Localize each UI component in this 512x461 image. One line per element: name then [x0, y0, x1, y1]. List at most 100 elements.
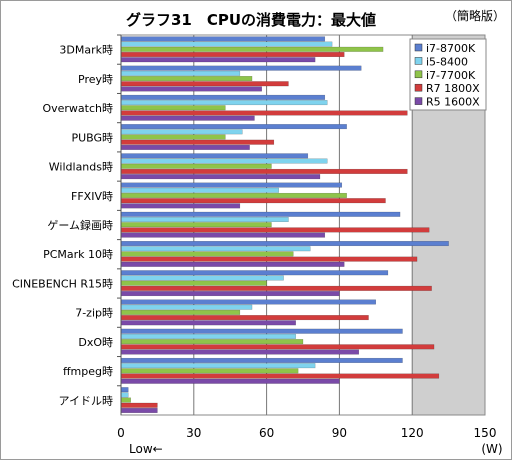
bar — [120, 339, 304, 345]
bar — [120, 315, 369, 321]
x-unit-label: (W) — [481, 442, 502, 456]
bar — [120, 192, 347, 198]
bar — [120, 407, 158, 413]
bar — [120, 76, 253, 82]
bar — [120, 357, 403, 363]
bar — [120, 291, 340, 297]
x-tick-label: 120 — [401, 426, 424, 440]
bar — [120, 211, 401, 217]
legend-swatch — [414, 57, 423, 65]
x-direction-note: Low← — [129, 442, 163, 456]
category-label: Overwatch時 — [42, 102, 113, 115]
x-tick-label: 30 — [186, 426, 201, 440]
bar — [120, 368, 299, 374]
x-tick-label: 0 — [117, 426, 125, 440]
bar — [120, 328, 403, 334]
bar — [120, 392, 129, 398]
bar — [120, 57, 316, 63]
bar — [120, 397, 131, 403]
legend-swatch — [414, 97, 423, 105]
bar — [120, 261, 345, 267]
bar — [120, 216, 289, 222]
bar — [120, 349, 360, 355]
legend-label: i7-7700K — [426, 69, 476, 82]
x-tick-label: 60 — [259, 426, 274, 440]
category-label: ゲーム録画時 — [47, 218, 113, 232]
category-label: Prey時 — [78, 73, 113, 86]
bar — [120, 275, 284, 281]
bar — [120, 378, 340, 384]
bar — [120, 65, 362, 71]
bar — [120, 344, 435, 350]
bar — [120, 129, 243, 135]
bar — [120, 124, 347, 130]
bar — [120, 309, 241, 315]
legend-swatch — [414, 83, 423, 92]
bar — [120, 153, 309, 159]
legend-label: i7-8700K — [426, 42, 476, 55]
bar — [120, 168, 408, 174]
bar — [120, 285, 432, 291]
bar — [120, 299, 377, 305]
category-label: 3DMark時 — [59, 44, 113, 57]
bar — [120, 222, 272, 228]
legend-swatch — [414, 70, 423, 79]
bar — [120, 227, 430, 233]
bar — [120, 144, 250, 150]
legend-label: R5 1600X — [426, 96, 480, 109]
category-label: PUBG時 — [71, 131, 113, 144]
category-label: DxO時 — [78, 336, 113, 349]
category-label: アイドル時 — [59, 394, 113, 407]
bar — [120, 139, 275, 145]
bar — [120, 241, 449, 247]
bar — [120, 163, 272, 169]
bar — [120, 373, 440, 379]
bar — [120, 198, 386, 204]
bar — [120, 256, 418, 262]
bar — [120, 363, 316, 369]
bar — [120, 158, 328, 164]
bar — [120, 115, 255, 121]
bar — [120, 246, 311, 252]
bar — [120, 36, 326, 42]
bar — [120, 174, 321, 180]
bar — [120, 187, 279, 193]
bar — [120, 320, 296, 326]
legend-swatch — [414, 43, 423, 52]
bar — [120, 270, 389, 276]
bar — [120, 251, 294, 257]
bar — [120, 232, 326, 238]
bar — [120, 110, 408, 116]
category-label: FFXIV時 — [71, 190, 113, 203]
bar — [120, 182, 343, 188]
legend-label: R7 1800X — [426, 82, 480, 95]
chart-title: グラフ31 CPUの消費電力：最大値 — [126, 11, 376, 29]
bar — [120, 81, 289, 87]
bar — [120, 402, 158, 408]
chart-note: （簡略版） — [445, 8, 505, 23]
bar — [120, 100, 328, 106]
bar — [120, 134, 226, 140]
x-tick-label: 150 — [474, 426, 497, 440]
bar — [120, 94, 326, 100]
bar — [120, 203, 241, 209]
category-label: 7-zip時 — [75, 307, 113, 320]
category-label: Wildlands時 — [49, 161, 113, 174]
bar — [120, 41, 333, 47]
bar — [120, 304, 253, 310]
category-label: ffmpeg時 — [63, 365, 113, 378]
category-label: CINEBENCH R15時 — [12, 277, 113, 290]
bar — [120, 387, 129, 393]
bar — [120, 46, 384, 52]
category-label: PCMark 10時 — [43, 248, 113, 261]
bar — [120, 333, 296, 339]
x-tick-label: 90 — [332, 426, 347, 440]
bar — [120, 70, 241, 76]
legend-box — [409, 38, 487, 111]
bar — [120, 86, 262, 92]
bar — [120, 52, 345, 58]
bar — [120, 105, 226, 111]
legend-label: i5-8400 — [426, 55, 468, 68]
